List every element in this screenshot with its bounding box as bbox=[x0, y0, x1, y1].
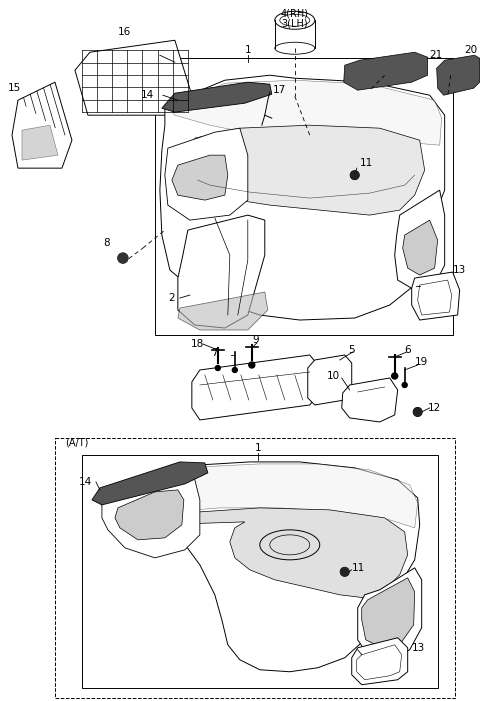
Polygon shape bbox=[162, 82, 272, 112]
Polygon shape bbox=[172, 155, 228, 200]
Polygon shape bbox=[395, 190, 444, 290]
Polygon shape bbox=[102, 475, 200, 558]
Text: 14: 14 bbox=[141, 90, 154, 100]
Circle shape bbox=[232, 367, 237, 372]
Polygon shape bbox=[75, 40, 192, 115]
Text: 12: 12 bbox=[428, 403, 441, 413]
Polygon shape bbox=[192, 355, 318, 420]
Polygon shape bbox=[308, 355, 352, 405]
Text: 1: 1 bbox=[244, 46, 251, 55]
Polygon shape bbox=[155, 508, 408, 598]
Polygon shape bbox=[344, 53, 428, 90]
Text: 21: 21 bbox=[430, 50, 443, 60]
Text: 2: 2 bbox=[168, 293, 175, 303]
Text: 14: 14 bbox=[79, 477, 92, 487]
Polygon shape bbox=[100, 464, 418, 528]
Text: (A/T): (A/T) bbox=[65, 438, 88, 448]
Polygon shape bbox=[98, 462, 420, 672]
Text: 10: 10 bbox=[326, 371, 340, 381]
Circle shape bbox=[392, 373, 398, 379]
Polygon shape bbox=[92, 462, 208, 505]
Polygon shape bbox=[437, 55, 480, 95]
Polygon shape bbox=[115, 490, 184, 540]
Polygon shape bbox=[170, 80, 442, 145]
Text: 6: 6 bbox=[405, 345, 411, 355]
Circle shape bbox=[249, 362, 255, 368]
Polygon shape bbox=[358, 568, 421, 660]
Text: 13: 13 bbox=[412, 643, 425, 653]
Text: 18: 18 bbox=[191, 339, 204, 349]
Text: 3(LH): 3(LH) bbox=[281, 18, 308, 28]
Text: 20: 20 bbox=[465, 46, 478, 55]
Circle shape bbox=[402, 383, 407, 388]
Text: 1: 1 bbox=[254, 443, 261, 453]
Text: 9: 9 bbox=[253, 335, 259, 345]
Circle shape bbox=[351, 171, 359, 179]
Text: 5: 5 bbox=[348, 345, 354, 355]
Polygon shape bbox=[362, 578, 415, 648]
Text: 13: 13 bbox=[453, 265, 466, 275]
Text: 11: 11 bbox=[352, 563, 365, 573]
Text: 7: 7 bbox=[211, 348, 218, 358]
Polygon shape bbox=[178, 215, 265, 328]
Text: 16: 16 bbox=[118, 27, 132, 37]
Polygon shape bbox=[160, 75, 444, 320]
Text: 17: 17 bbox=[273, 86, 286, 95]
Circle shape bbox=[341, 568, 349, 576]
Polygon shape bbox=[178, 292, 268, 330]
Polygon shape bbox=[352, 638, 408, 685]
Circle shape bbox=[414, 408, 421, 416]
Circle shape bbox=[118, 253, 128, 263]
Polygon shape bbox=[165, 128, 248, 220]
Polygon shape bbox=[412, 272, 460, 320]
Polygon shape bbox=[22, 125, 58, 160]
Polygon shape bbox=[342, 378, 398, 422]
Text: 4(RH): 4(RH) bbox=[281, 8, 309, 18]
Text: 8: 8 bbox=[103, 238, 110, 248]
Text: 11: 11 bbox=[360, 158, 373, 168]
Polygon shape bbox=[403, 220, 438, 275]
Circle shape bbox=[216, 365, 220, 371]
Text: 19: 19 bbox=[415, 357, 428, 367]
Polygon shape bbox=[190, 125, 425, 215]
Text: 15: 15 bbox=[8, 83, 21, 93]
